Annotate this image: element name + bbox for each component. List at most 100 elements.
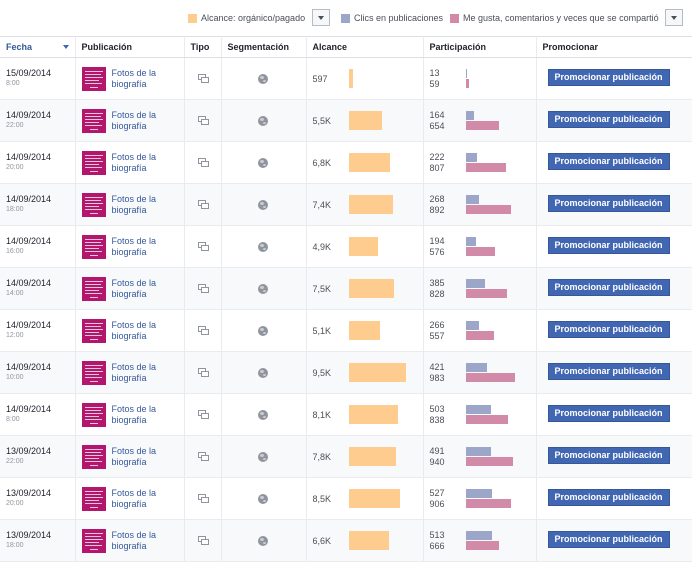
reach-bar [348,153,390,172]
photo-album-icon [197,326,209,335]
cell-segmentacion [221,435,307,478]
promote-post-button[interactable]: Promocionar publicación [547,405,670,422]
legend-likes-dropdown[interactable] [665,9,683,26]
legend-reach-dropdown[interactable] [312,9,330,26]
post-thumbnail[interactable] [81,486,106,511]
table-row: 14/09/2014 10:00 Fotos de la biografía [0,351,692,394]
reach-bar [348,489,400,508]
post-thumbnail[interactable] [81,444,106,469]
cell-segmentacion [221,57,307,100]
cell-fecha: 14/09/2014 18:00 [0,183,76,226]
post-title-link[interactable]: Fotos de la biografía [111,67,157,89]
globe-icon [257,409,268,420]
post-thumbnail[interactable] [81,192,106,217]
post-date: 13/09/2014 [6,530,52,540]
clicks-bar [465,237,476,246]
post-title-link[interactable]: Fotos de la biografía [111,277,157,299]
likes-value: 666 [429,540,445,551]
post-time: 18:00 [6,206,24,213]
cell-tipo [184,183,222,226]
globe-icon [257,283,268,294]
post-title-link[interactable]: Fotos de la biografía [111,403,157,425]
globe-icon [257,493,268,504]
post-title-link[interactable]: Fotos de la biografía [111,193,157,215]
cell-publicacion: Fotos de la biografía [75,351,185,394]
globe-icon [257,325,268,336]
post-title-link[interactable]: Fotos de la biografía [111,487,157,509]
posts-table: Fecha Publicación Tipo Segmentación Alca… [0,36,692,562]
reach-value: 8,1K [312,409,332,420]
cell-alcance: 5,5K [306,99,424,142]
likes-bar [465,121,499,130]
post-thumbnail[interactable] [81,528,106,553]
promote-post-button[interactable]: Promocionar publicación [547,321,670,338]
cell-tipo [184,57,222,100]
likes-value: 654 [429,120,445,131]
promote-post-button[interactable]: Promocionar publicación [547,531,670,548]
reach-bar [348,531,389,550]
chart-legend: Alcance: orgánico/pagado Clics en public… [0,0,692,36]
reach-value: 6,6K [312,535,332,546]
post-title-link[interactable]: Fotos de la biografía [111,529,157,551]
photo-album-icon [197,452,209,461]
promote-post-button[interactable]: Promocionar publicación [547,195,670,212]
cell-alcance: 6,8K [306,141,424,184]
cell-participacion: 503 838 [423,393,537,436]
post-thumbnail[interactable] [81,150,106,175]
cell-participacion: 194 576 [423,225,537,268]
promote-post-button[interactable]: Promocionar publicación [547,363,670,380]
post-thumbnail[interactable] [81,360,106,385]
post-thumbnail[interactable] [81,276,106,301]
header-tipo[interactable]: Tipo [184,36,222,58]
sort-descending-icon [62,45,69,49]
cell-promocionar: Promocionar publicación [536,477,692,520]
post-thumbnail[interactable] [81,318,106,343]
post-thumbnail[interactable] [81,234,106,259]
header-fecha[interactable]: Fecha [0,36,76,58]
reach-value: 7,5K [312,283,332,294]
post-title-link[interactable]: Fotos de la biografía [111,319,157,341]
promote-post-button[interactable]: Promocionar publicación [547,69,670,86]
post-date: 15/09/2014 [6,68,52,78]
post-title-link[interactable]: Fotos de la biografía [111,235,157,257]
legend-clicks: Clics en publicaciones [341,12,443,24]
post-title-link[interactable]: Fotos de la biografía [111,109,157,131]
promote-post-button[interactable]: Promocionar publicación [547,153,670,170]
cell-participacion: 421 983 [423,351,537,394]
post-thumbnail[interactable] [81,402,106,427]
cell-promocionar: Promocionar publicación [536,519,692,562]
promote-post-button[interactable]: Promocionar publicación [547,237,670,254]
cell-alcance: 6,6K [306,519,424,562]
post-thumbnail[interactable] [81,66,106,91]
post-title-link[interactable]: Fotos de la biografía [111,361,157,383]
table-row: 15/09/2014 8:00 Fotos de la biografía [0,57,692,100]
reach-value: 5,1K [312,325,332,336]
post-time: 14:00 [6,290,24,297]
cell-fecha: 14/09/2014 12:00 [0,309,76,352]
header-publicacion[interactable]: Publicación [75,36,185,58]
clicks-value: 13 [429,67,440,78]
header-alcance[interactable]: Alcance [306,36,424,58]
promote-post-button[interactable]: Promocionar publicación [547,279,670,296]
clicks-bar [465,489,492,498]
post-title-link[interactable]: Fotos de la biografía [111,445,157,467]
reach-bar [348,69,353,88]
cell-fecha: 13/09/2014 18:00 [0,519,76,562]
post-title-link[interactable]: Fotos de la biografía [111,151,157,173]
header-segmentacion[interactable]: Segmentación [221,36,307,58]
likes-value: 940 [429,456,445,467]
cell-publicacion: Fotos de la biografía [75,477,185,520]
header-participacion[interactable]: Participación [423,36,537,58]
cell-participacion: 513 666 [423,519,537,562]
cell-publicacion: Fotos de la biografía [75,57,185,100]
cell-alcance: 9,5K [306,351,424,394]
post-thumbnail[interactable] [81,108,106,133]
post-time: 8:00 [6,416,20,423]
table-row: 14/09/2014 16:00 Fotos de la biografía [0,225,692,268]
photo-album-icon [197,410,209,419]
promote-post-button[interactable]: Promocionar publicación [547,447,670,464]
likes-bar [465,79,469,88]
promote-post-button[interactable]: Promocionar publicación [547,111,670,128]
cell-tipo [184,519,222,562]
promote-post-button[interactable]: Promocionar publicación [547,489,670,506]
